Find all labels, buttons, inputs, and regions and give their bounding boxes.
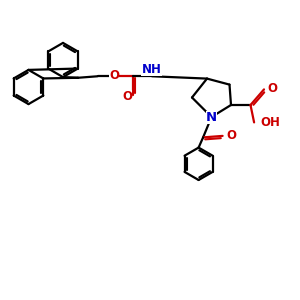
- Text: NH: NH: [142, 63, 161, 76]
- Text: N: N: [206, 111, 217, 124]
- Text: O: O: [109, 69, 119, 82]
- Text: OH: OH: [261, 116, 280, 130]
- Text: O: O: [122, 90, 132, 103]
- Text: O: O: [226, 129, 236, 142]
- Text: O: O: [268, 82, 278, 95]
